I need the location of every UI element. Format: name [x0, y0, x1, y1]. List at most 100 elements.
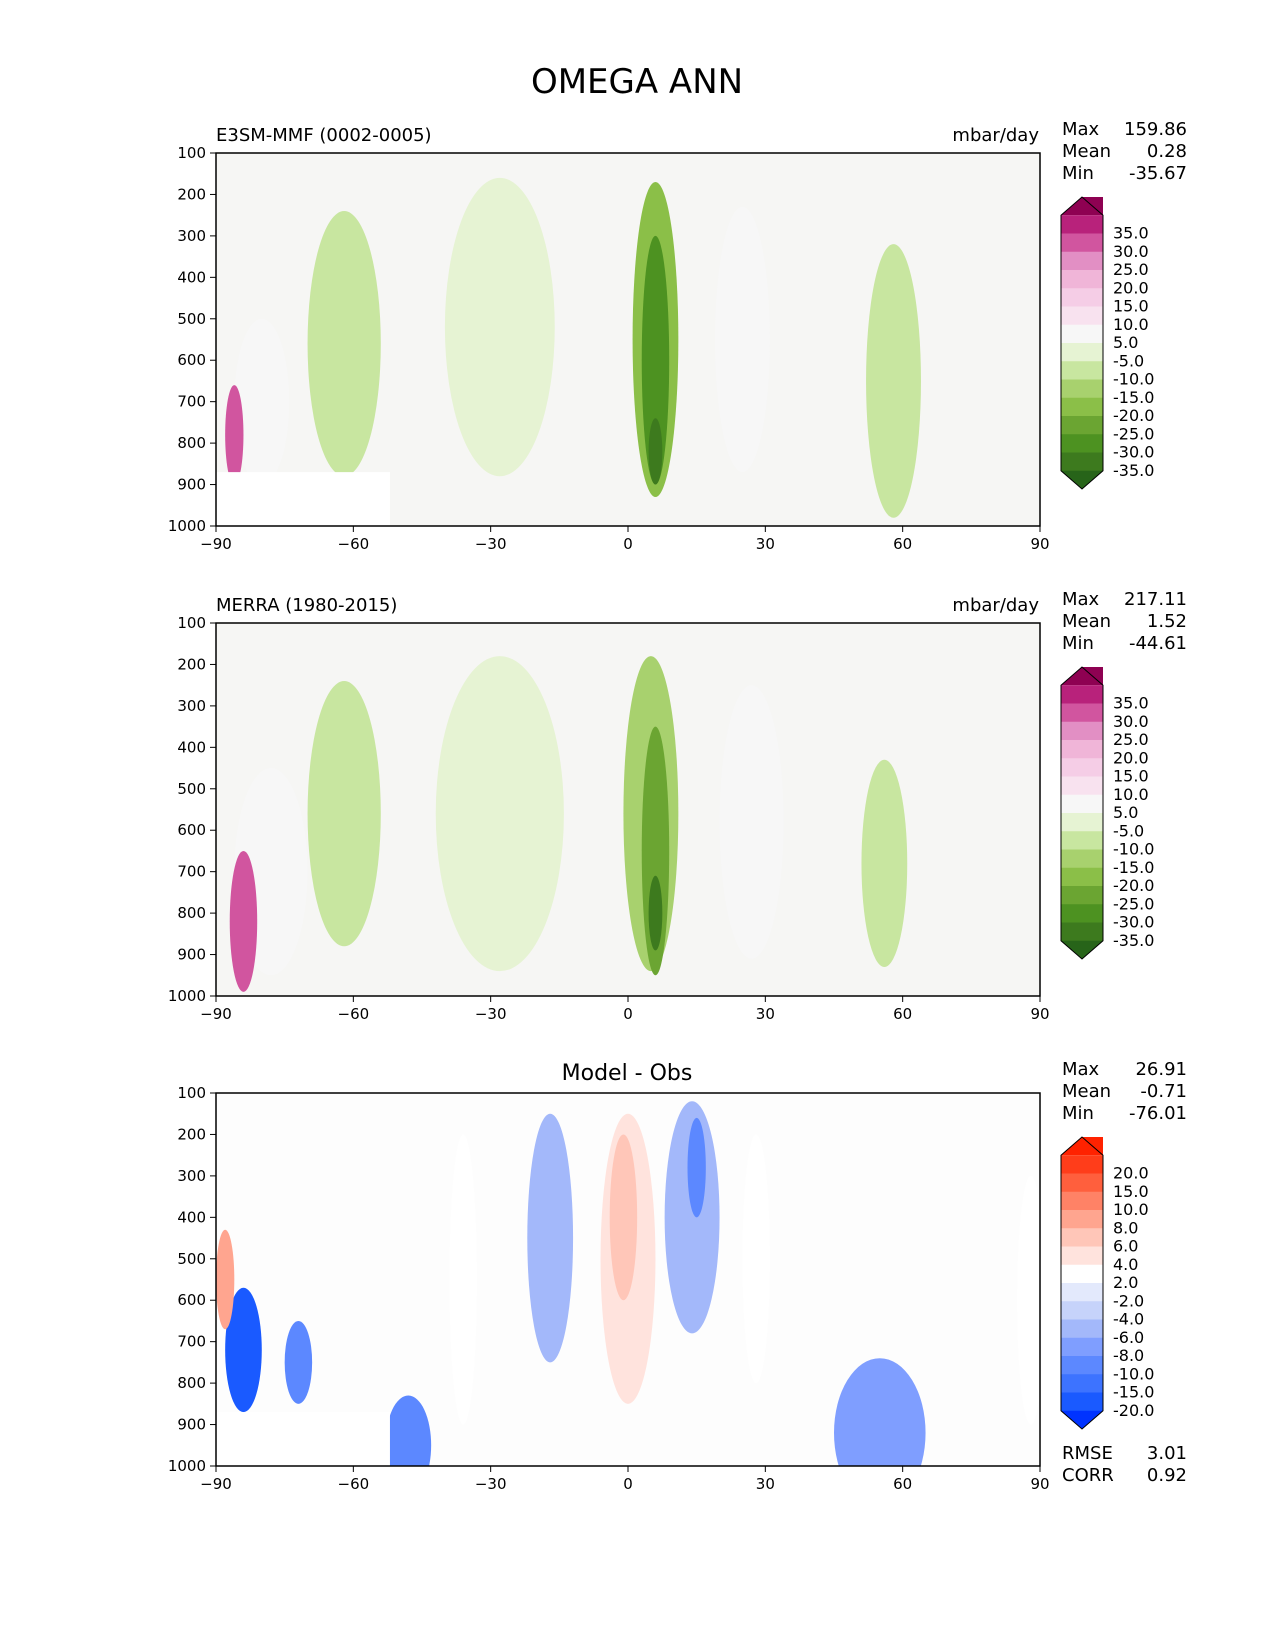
reference-colorbar-band — [1061, 813, 1103, 832]
reference-contour-4 — [648, 875, 663, 951]
reference-contours — [229, 656, 908, 992]
difference-ytick-label: 500 — [177, 1250, 206, 1268]
difference-stat-min-value: -76.01 — [1129, 1103, 1187, 1124]
test-contour-10 — [225, 385, 244, 485]
test-colorbar-label: 5.0 — [1113, 333, 1138, 352]
test-ytick-label: 1000 — [168, 517, 206, 535]
reference-ytick-label: 700 — [177, 863, 206, 881]
test-colorbar-band — [1061, 288, 1103, 307]
reference-xtick-label: −30 — [475, 1005, 507, 1023]
test-ytick-label: 700 — [177, 393, 206, 411]
test-contour-1 — [444, 177, 555, 477]
difference-colorbar-outline — [1060, 1136, 1104, 1430]
difference-colorbar-label: 8.0 — [1113, 1218, 1138, 1237]
difference-contour-2 — [527, 1113, 574, 1363]
difference-ytick-label: 900 — [177, 1416, 206, 1434]
difference-colorbar-label: -2.0 — [1113, 1291, 1144, 1310]
test-stat-min-label: Min — [1062, 163, 1094, 184]
test-colorbar-label: 15.0 — [1113, 297, 1149, 316]
reference-colorbar-label: 15.0 — [1113, 767, 1149, 786]
panel-reference-right-title: mbar/day — [952, 595, 1039, 616]
test-colorbar-band — [1061, 452, 1103, 472]
difference-colorbar-band — [1061, 1228, 1103, 1247]
reference-xtick-label: 60 — [893, 1005, 912, 1023]
difference-contour-4 — [687, 1117, 706, 1218]
test-colorbar-band — [1061, 397, 1103, 417]
test-xtick-label: 30 — [756, 535, 775, 553]
difference-contour-1 — [609, 1134, 638, 1301]
reference-contour-7 — [719, 685, 784, 959]
difference-ytick-label: 800 — [177, 1374, 206, 1392]
test-ytick-label: 400 — [177, 268, 206, 286]
difference-colorbar-band — [1061, 1173, 1103, 1193]
reference-ytick-label: 900 — [177, 946, 206, 964]
reference-xtick-label: 90 — [1030, 1005, 1049, 1023]
reference-colorbar-band — [1061, 886, 1103, 905]
test-colorbar-label: -25.0 — [1113, 424, 1154, 443]
difference-xtick-label: −60 — [338, 1475, 370, 1493]
test-xtick-label: 90 — [1030, 535, 1049, 553]
reference-stat-min-label: Min — [1062, 633, 1094, 654]
reference-xtick-label: 0 — [623, 1005, 633, 1023]
difference-contour-6 — [742, 1134, 770, 1384]
test-colorbar-band — [1061, 324, 1103, 344]
test-xtick-label: −90 — [200, 535, 232, 553]
difference-colorbar-label: -8.0 — [1113, 1346, 1144, 1365]
reference-contour-1 — [435, 656, 564, 972]
difference-contour-9 — [225, 1287, 262, 1413]
panel-difference-metrics: RMSE 3.01 CORR 0.92 — [1062, 1443, 1187, 1486]
reference-colorbar-band — [1061, 849, 1103, 869]
difference-colorbar-band — [1061, 1246, 1103, 1266]
difference-ytick-label: 400 — [177, 1208, 206, 1226]
reference-colorbar-label: 10.0 — [1113, 785, 1149, 804]
difference-contours — [216, 1101, 1040, 1466]
difference-colorbar-label: 6.0 — [1113, 1237, 1138, 1256]
reference-stat-mean-value: 1.52 — [1147, 611, 1187, 632]
reference-contour-8 — [861, 759, 908, 967]
reference-colorbar-label: -10.0 — [1113, 840, 1154, 859]
difference-colorbar-extend-min — [1061, 1410, 1103, 1429]
reference-colorbar-extend-max — [1061, 667, 1103, 686]
reference-xtick-label: −60 — [338, 1005, 370, 1023]
test-colorbar-extend-min — [1061, 470, 1103, 489]
difference-colorbar-band — [1061, 1155, 1103, 1174]
difference-ytick-label: 100 — [177, 1084, 206, 1102]
panel-test-left-title: E3SM-MMF (0002-0005) — [216, 125, 432, 146]
difference-contour-5 — [449, 1134, 477, 1425]
reference-colorbar-band — [1061, 703, 1103, 723]
difference-contour-10 — [284, 1320, 313, 1404]
difference-contour-3 — [664, 1101, 720, 1334]
difference-topography-mask — [216, 1412, 390, 1466]
panel-reference-colorbar: 35.030.025.020.015.010.05.0-5.0-10.0-15.… — [1060, 666, 1154, 960]
test-xtick-label: 60 — [893, 535, 912, 553]
reference-colorbar-label: 30.0 — [1113, 712, 1149, 731]
difference-stat-max-value: 26.91 — [1135, 1059, 1187, 1080]
difference-ytick-label: 600 — [177, 1291, 206, 1309]
test-contour-6 — [307, 211, 381, 477]
test-colorbar-label: 30.0 — [1113, 242, 1149, 261]
reference-ytick-label: 500 — [177, 780, 206, 798]
difference-colorbar-band — [1061, 1264, 1103, 1284]
test-xtick-label: 0 — [623, 535, 633, 553]
test-colorbar-band — [1061, 270, 1103, 289]
difference-colorbar-band — [1061, 1301, 1103, 1320]
difference-metric-corr-value: 0.92 — [1147, 1465, 1187, 1486]
reference-colorbar-band — [1061, 740, 1103, 759]
difference-xtick-label: −90 — [200, 1475, 232, 1493]
difference-metric-rmse-label: RMSE — [1062, 1443, 1113, 1464]
difference-colorbar-extend-max — [1061, 1137, 1103, 1156]
reference-colorbar-label: -5.0 — [1113, 821, 1144, 840]
difference-stat-max-label: Max — [1062, 1059, 1100, 1080]
difference-colorbar-label: 15.0 — [1113, 1182, 1149, 1201]
test-colorbar-band — [1061, 251, 1103, 271]
reference-colorbar-band — [1061, 794, 1103, 814]
reference-colorbar-band — [1061, 867, 1103, 887]
reference-colorbar-band — [1061, 721, 1103, 741]
difference-colorbar-label: 2.0 — [1113, 1273, 1138, 1292]
test-stat-mean-label: Mean — [1062, 141, 1111, 162]
difference-ytick-label: 300 — [177, 1167, 206, 1185]
test-colorbar-label: -5.0 — [1113, 351, 1144, 370]
test-stat-max-value: 159.86 — [1124, 119, 1187, 140]
